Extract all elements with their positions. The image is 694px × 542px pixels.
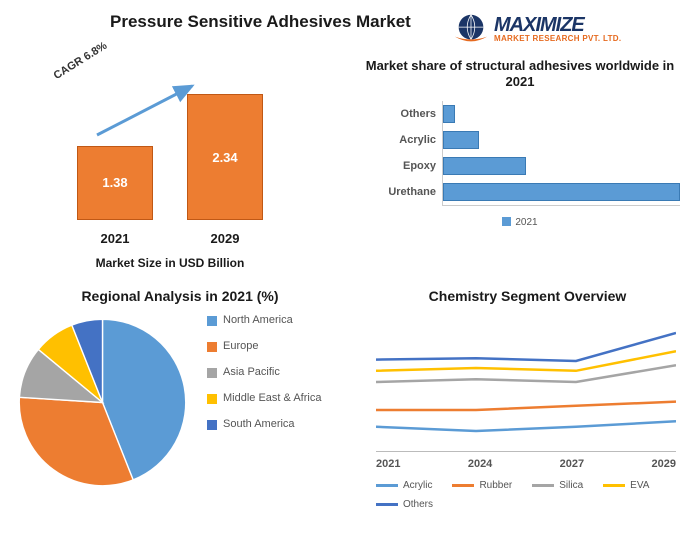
bar-2029: 2.34 xyxy=(187,94,263,220)
line-chart: Chemistry Segment Overview 2021202420272… xyxy=(370,288,685,533)
line-series-acrylic xyxy=(376,421,676,431)
pie-legend-label: Asia Pacific xyxy=(223,366,280,378)
hbar-bar xyxy=(443,131,479,149)
cagr-label: CAGR 6.8% xyxy=(52,40,110,82)
hbar-plot-cell xyxy=(442,153,680,179)
line-series-silica xyxy=(376,365,676,382)
logo: MAXIMIZE MARKET RESEARCH PVT. LTD. xyxy=(452,8,682,50)
line-xlabel: 2021 xyxy=(376,458,400,470)
hbar-plot-cell xyxy=(442,101,680,127)
pie-legend-label: Middle East & Africa xyxy=(223,392,321,404)
line-legend-item: EVA xyxy=(603,480,649,491)
pie-legend-label: North America xyxy=(223,314,293,326)
line-legend-item: Rubber xyxy=(452,480,512,491)
pie-legend-item: Europe xyxy=(207,340,321,352)
pie-legend-item: Asia Pacific xyxy=(207,366,321,378)
pie-plot xyxy=(10,310,195,495)
pie-legend-item: South America xyxy=(207,418,321,430)
line-xlabel: 2027 xyxy=(560,458,584,470)
line-legend-label: Rubber xyxy=(479,480,512,491)
hbar-row-acrylic: Acrylic xyxy=(360,127,680,153)
line-plot-area xyxy=(376,312,676,452)
bar-x-labels: 2021 2029 xyxy=(60,231,280,246)
line-series-others xyxy=(376,333,676,361)
pie-legend-swatch xyxy=(207,420,217,430)
hbar-row-epoxy: Epoxy xyxy=(360,153,680,179)
hbar-plot-area: Others Acrylic Epoxy Urethane xyxy=(360,101,680,205)
line-xlabel: 2024 xyxy=(468,458,492,470)
pie-title: Regional Analysis in 2021 (%) xyxy=(10,288,350,304)
bar-xlabel: 2021 xyxy=(101,231,130,246)
logo-subbrand: MARKET RESEARCH PVT. LTD. xyxy=(494,35,621,43)
hbar-chart: Market share of structural adhesives wor… xyxy=(360,58,680,268)
hbar-plot-cell xyxy=(442,127,680,153)
line-series-eva xyxy=(376,351,676,371)
line-legend-label: EVA xyxy=(630,480,649,491)
pie-legend-label: Europe xyxy=(223,340,258,352)
line-xlabel: 2029 xyxy=(651,458,675,470)
pie-legend-swatch xyxy=(207,316,217,326)
line-legend-label: Acrylic xyxy=(403,480,432,491)
line-legend-swatch xyxy=(603,484,625,487)
logo-globe-icon xyxy=(452,10,490,48)
bar-xlabel: 2029 xyxy=(211,231,240,246)
pie-legend-swatch xyxy=(207,368,217,378)
logo-brand: MAXIMIZE xyxy=(494,15,621,35)
line-legend-swatch xyxy=(376,503,398,506)
line-legend-swatch xyxy=(376,484,398,487)
line-legend: Acrylic Rubber Silica EVA Others xyxy=(376,480,685,510)
bar-value-label: 2.34 xyxy=(212,150,237,165)
hbar-category-label: Urethane xyxy=(360,186,442,198)
hbar-category-label: Acrylic xyxy=(360,134,442,146)
hbar-title: Market share of structural adhesives wor… xyxy=(360,58,680,91)
line-legend-swatch xyxy=(532,484,554,487)
hbar-bar xyxy=(443,157,526,175)
bar-plot-area: 1.38 2.34 xyxy=(60,80,280,220)
hbar-row-urethane: Urethane xyxy=(360,179,680,205)
hbar-bar xyxy=(443,183,680,201)
line-legend-label: Silica xyxy=(559,480,583,491)
logo-text: MAXIMIZE MARKET RESEARCH PVT. LTD. xyxy=(494,15,621,43)
line-legend-item: Silica xyxy=(532,480,583,491)
line-series-rubber xyxy=(376,402,676,410)
hbar-legend-label: 2021 xyxy=(515,217,537,228)
bar-value-label: 1.38 xyxy=(102,175,127,190)
main-title: Pressure Sensitive Adhesives Market xyxy=(110,12,411,32)
bar-subtitle: Market Size in USD Billion xyxy=(40,256,300,270)
bar-2021: 1.38 xyxy=(77,146,153,220)
hbar-plot-cell xyxy=(442,179,680,205)
line-x-labels: 2021 2024 2027 2029 xyxy=(376,458,676,470)
hbar-category-label: Others xyxy=(360,108,442,120)
pie-chart: Regional Analysis in 2021 (%) North Amer… xyxy=(10,288,350,528)
pie-legend-item: North America xyxy=(207,314,321,326)
line-legend-label: Others xyxy=(403,499,433,510)
line-legend-item: Acrylic xyxy=(376,480,432,491)
line-title: Chemistry Segment Overview xyxy=(370,288,685,304)
pie-legend-item: Middle East & Africa xyxy=(207,392,321,404)
line-svg xyxy=(376,312,676,452)
hbar-legend-swatch xyxy=(502,217,511,226)
bar-chart: CAGR 6.8% 1.382.34 20212029 Market Size … xyxy=(40,60,300,270)
pie-legend-label: South America xyxy=(223,418,295,430)
line-legend-swatch xyxy=(452,484,474,487)
hbar-legend: 2021 xyxy=(360,217,680,228)
hbar-category-label: Epoxy xyxy=(360,160,442,172)
pie-legend-swatch xyxy=(207,342,217,352)
line-legend-item: Others xyxy=(376,499,433,510)
hbar-axis xyxy=(442,205,680,211)
hbar-row-others: Others xyxy=(360,101,680,127)
pie-legend-swatch xyxy=(207,394,217,404)
pie-legend: North America Europe Asia Pacific Middle Ea… xyxy=(207,314,321,430)
hbar-bar xyxy=(443,105,455,123)
